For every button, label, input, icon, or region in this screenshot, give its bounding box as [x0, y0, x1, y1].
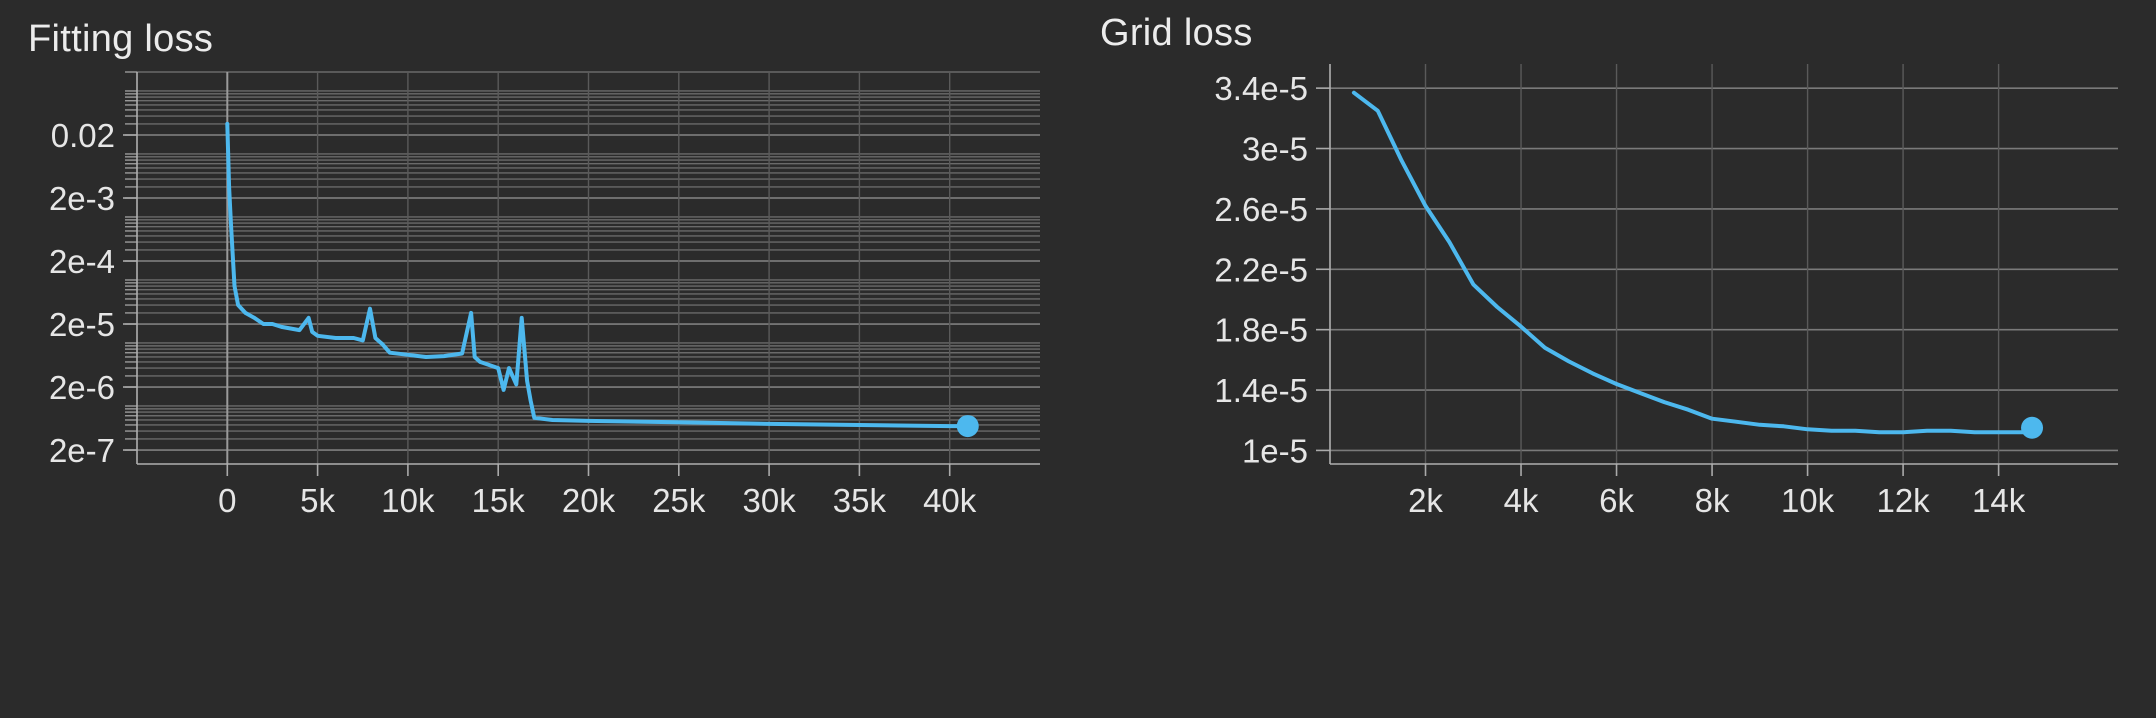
series-line: [225, 121, 970, 429]
x-tick-label: 5k: [300, 482, 335, 519]
grid-loss-chart: 3.4e-5 3e-5 2.6e-5 2.2e-5 1.8e-5 1.4e-5 1e-5 2k…: [1214, 64, 2118, 519]
grid-lines: [123, 71, 1040, 476]
y-tick-label: 2.2e-5: [1214, 251, 1308, 288]
chart-title: Fitting loss: [28, 18, 214, 60]
series-end-point: [2021, 416, 2044, 439]
x-tick-label: 12k: [1876, 482, 1930, 519]
x-tick-label: 30k: [742, 482, 796, 519]
x-tick-label: 14k: [1972, 482, 2026, 519]
y-tick-label: 2.6e-5: [1214, 191, 1308, 228]
y-tick-label: 0.02: [51, 117, 115, 154]
x-tick-label: 25k: [652, 482, 706, 519]
y-tick-label: 2e-5: [49, 306, 115, 343]
chart-title: Grid loss: [1100, 12, 1253, 54]
y-tick-label: 3e-5: [1242, 131, 1308, 168]
x-tick-label: 15k: [472, 482, 526, 519]
y-tick-label: 2e-4: [49, 243, 115, 280]
fitting-loss-chart: 0.02 2e-3 2e-4 2e-5 2e-6 2e-7 0 5k 10k 15k 20k 25k 3…: [49, 71, 1040, 519]
y-tick-label: 3.4e-5: [1214, 70, 1308, 107]
y-tick-label: 1.8e-5: [1214, 312, 1308, 349]
x-tick-label: 40k: [923, 482, 977, 519]
x-tick-label: 20k: [562, 482, 616, 519]
x-tick-label: 4k: [1504, 482, 1539, 519]
x-tick-label: 0: [218, 482, 236, 519]
y-tick-label: 1e-5: [1242, 432, 1308, 469]
fitting-loss-panel: Fitting loss 0.02 2e-3 2e-4 2e-5 2e-6 2e-7 0 5k…: [28, 18, 1040, 519]
y-tick-label: 2e-6: [49, 369, 115, 406]
y-tick-label: 2e-3: [49, 180, 115, 217]
grid-loss-panel: Grid loss 3.4e-5 3e-5 2.6e-5 2.2e-5 1.8e-5 1.…: [1078, 0, 2156, 718]
x-tick-label: 8k: [1695, 482, 1730, 519]
y-tick-label: 2e-7: [49, 432, 115, 469]
x-tick-label: 6k: [1599, 482, 1634, 519]
series-line: [1351, 90, 2034, 435]
x-tick-label: 10k: [1781, 482, 1835, 519]
series-end-point: [956, 415, 979, 438]
x-tick-label: 10k: [381, 482, 435, 519]
y-tick-label: 1.4e-5: [1214, 372, 1308, 409]
grid-lines: [1316, 64, 2118, 476]
x-tick-label: 35k: [833, 482, 887, 519]
x-tick-label: 2k: [1408, 482, 1443, 519]
